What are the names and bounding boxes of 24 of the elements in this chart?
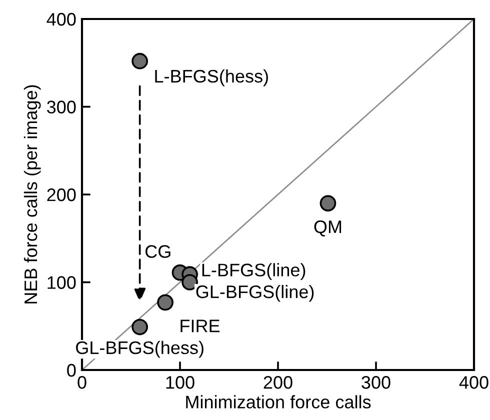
- point: [320, 195, 336, 212]
- annotation: GL-BFGS(line): [196, 284, 314, 302]
- x-axis-title: Minimization force calls: [186, 395, 371, 408]
- x-tick-label: 0: [78, 376, 86, 389]
- y-tick-label: 400: [46, 12, 76, 26]
- y-axis-title: NEB force calls (per image): [24, 85, 41, 304]
- point: [132, 52, 148, 70]
- point: [157, 294, 174, 311]
- x-tick-label: 400: [459, 376, 488, 389]
- annotation: L-BFGS(hess): [155, 69, 268, 86]
- y-tick-label: 100: [48, 276, 76, 289]
- y-tick-label: 300: [47, 100, 76, 114]
- annotation: GL-BFGS(hess): [76, 340, 204, 358]
- annotation: CG: [146, 245, 170, 258]
- point: [182, 274, 198, 290]
- x-tick-label: 100: [166, 376, 194, 389]
- annotation: L-BFGS(line): [202, 263, 306, 280]
- y-tick-label: 0: [67, 364, 76, 377]
- annotation: QM: [314, 220, 342, 236]
- y-tick-label: 200: [47, 188, 76, 202]
- x-tick-label: 200: [264, 376, 292, 389]
- x-tick-label: 300: [362, 376, 390, 389]
- point: [132, 318, 148, 336]
- annotation: FIRE: [180, 320, 220, 332]
